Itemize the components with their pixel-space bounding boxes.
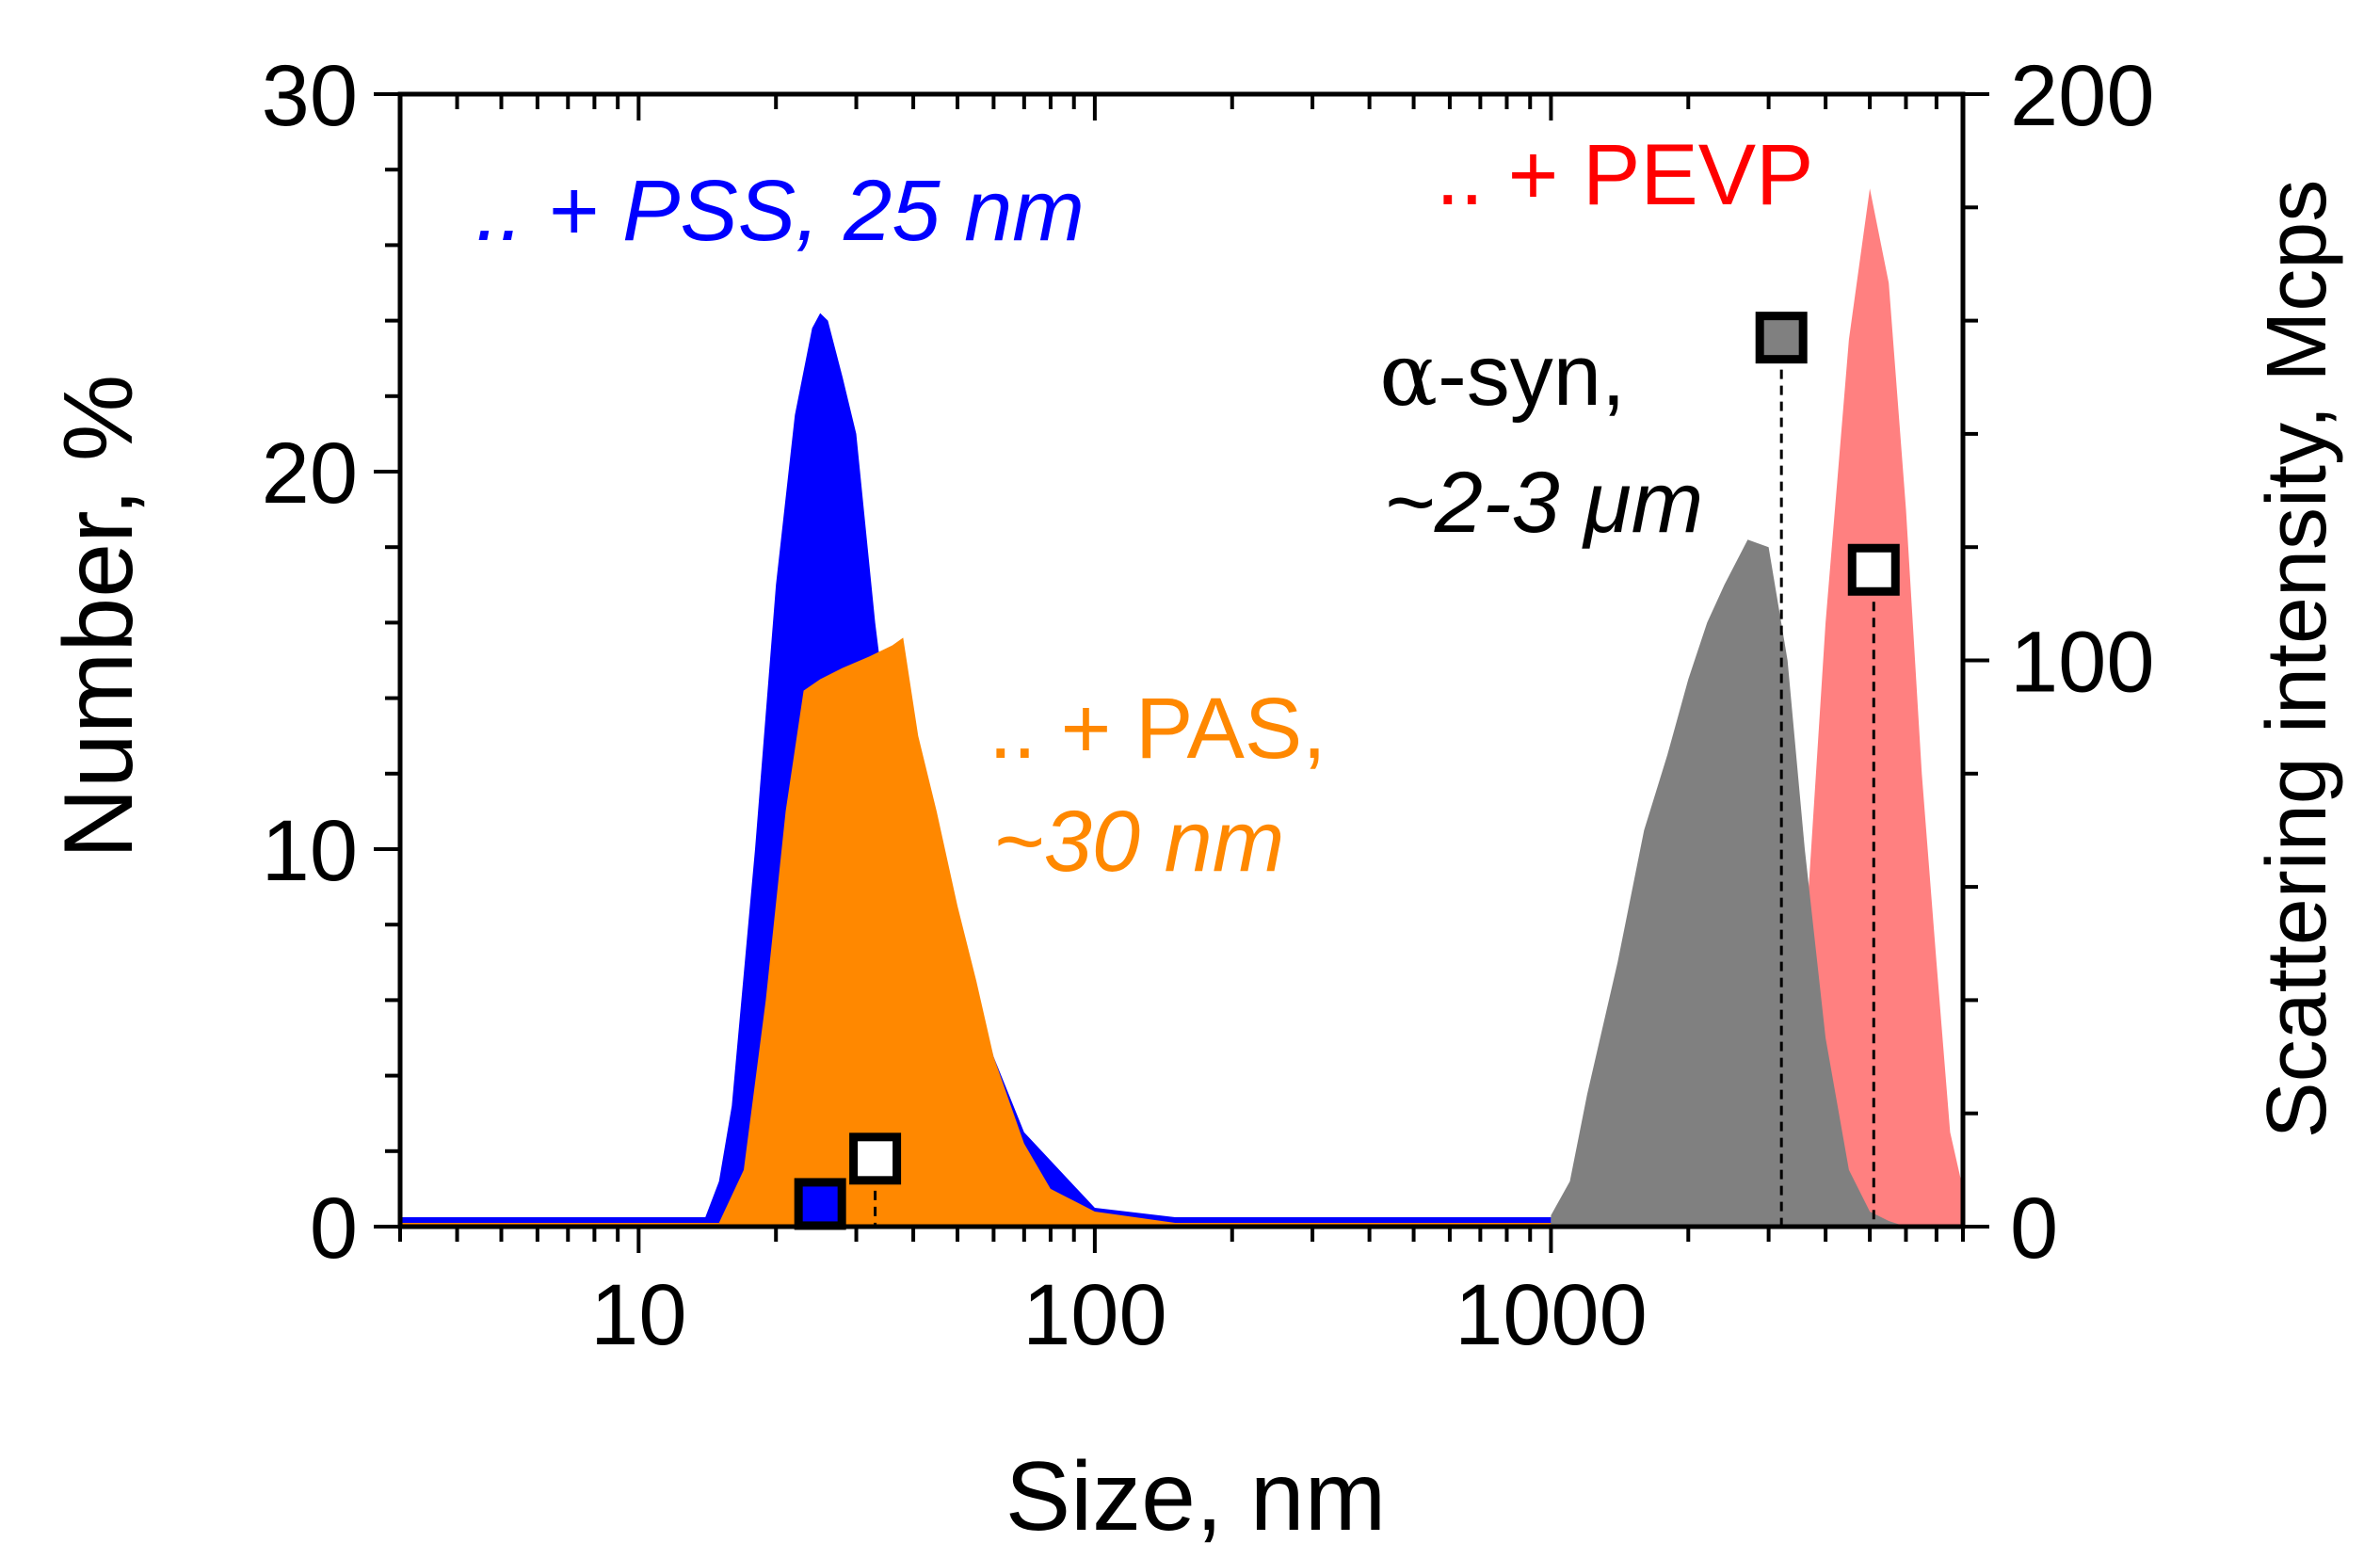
y-tick-label: 30 — [262, 48, 358, 144]
marker-drop-lines — [874, 337, 1875, 1227]
asyn-annotation-text: -syn, — [1438, 328, 1625, 424]
y-tick-label: 20 — [262, 426, 358, 522]
y2-tick-label: 100 — [2010, 615, 2155, 711]
pas-annotation-line2: ~30 nm — [993, 794, 1284, 890]
axis-ticks: 10 100 1000 0 10 20 30 0 100 200 — [262, 48, 2155, 1363]
y2-tick-label: 200 — [2010, 48, 2155, 144]
x-axis-title: Size, nm — [1005, 1442, 1387, 1551]
pss-annotation: .. + PSS, 25 nm — [475, 163, 1085, 259]
distribution-areas — [400, 188, 1963, 1228]
y-axis-title: Number, % — [44, 375, 153, 859]
asyn-annotation-line2: ~2-3 μm — [1384, 455, 1703, 551]
y2-axis-title: Scattering intensity, Mcps — [2250, 180, 2344, 1139]
intensity-marker-2 — [1755, 312, 1808, 364]
y-tick-label: 10 — [262, 803, 358, 899]
area-series-1 — [400, 637, 1552, 1227]
area-series-3 — [1551, 539, 1906, 1227]
intensity-marker-3 — [1847, 543, 1900, 596]
pevp-annotation: .. + PEVP — [1436, 127, 1813, 223]
y2-tick-label: 0 — [2010, 1181, 2058, 1277]
intensity-markers — [794, 312, 1900, 1230]
pas-annotation-line1: .. + PAS, — [989, 681, 1327, 777]
alpha-symbol: α — [1379, 325, 1438, 426]
x-tick-label: 10 — [590, 1267, 686, 1363]
x-tick-label: 1000 — [1455, 1267, 1648, 1363]
intensity-marker-1 — [849, 1132, 902, 1185]
intensity-marker-0 — [794, 1178, 846, 1230]
y-tick-label: 0 — [310, 1181, 358, 1277]
asyn-annotation-line1: α-syn, — [1379, 325, 1626, 426]
x-tick-label: 100 — [1022, 1267, 1167, 1363]
